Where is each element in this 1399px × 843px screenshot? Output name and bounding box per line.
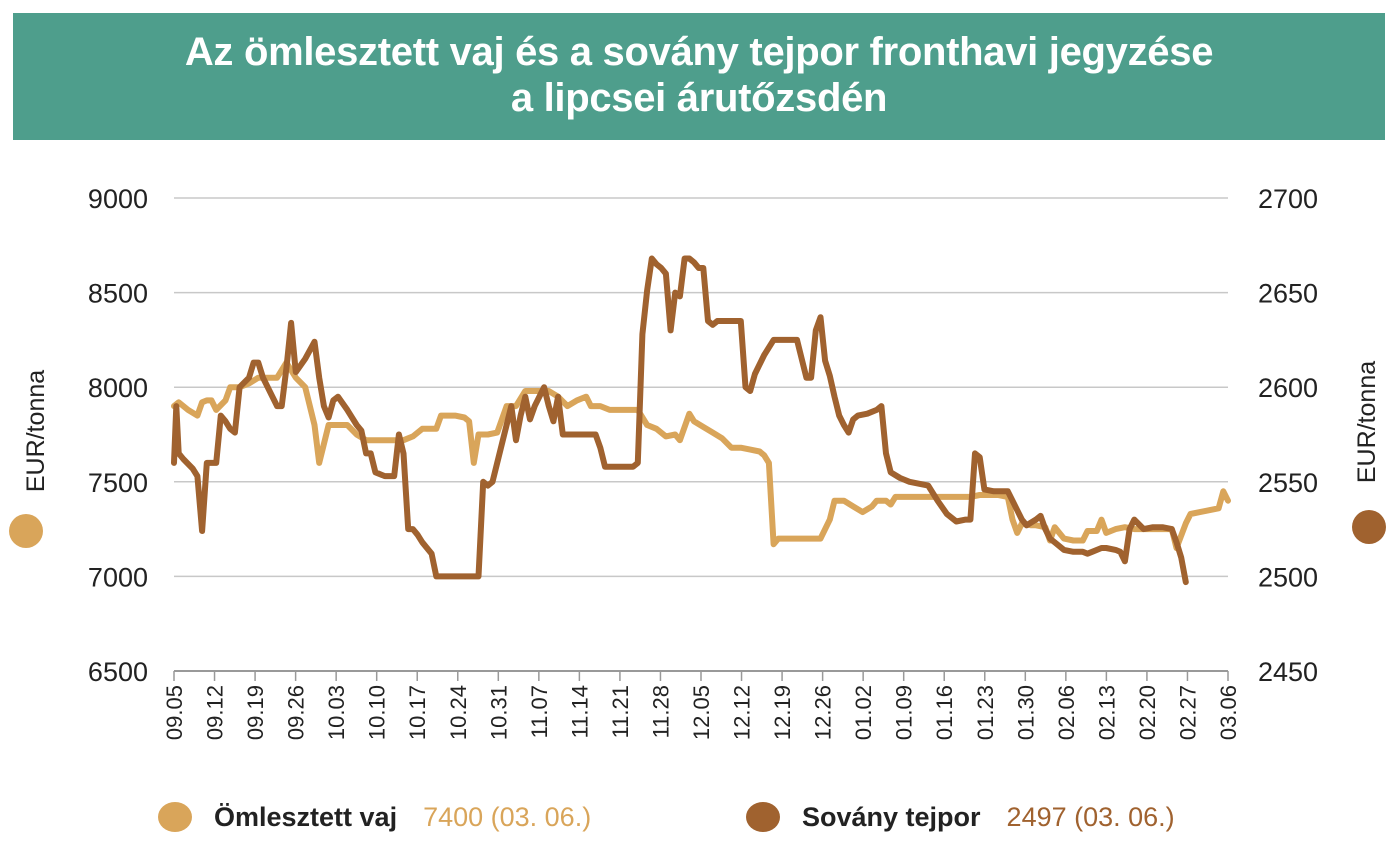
right-tick-label: 2650	[1258, 279, 1318, 309]
left-axis-label: EUR/tonna	[22, 370, 50, 492]
x-tick-label: 02.06	[1054, 685, 1079, 740]
x-tick-label: 02.27	[1175, 685, 1200, 740]
chart-title-line2: a lipcsei árutőzsdén	[510, 76, 888, 120]
x-tick-label: 01.02	[851, 685, 876, 740]
left-tick-label: 8000	[88, 373, 148, 403]
x-tick-label: 12.26	[811, 685, 836, 740]
right-tick-label: 2450	[1258, 657, 1318, 687]
x-tick-label: 11.21	[608, 685, 633, 738]
x-tick-label: 12.12	[730, 685, 755, 740]
x-tick-label: 10.10	[365, 685, 390, 740]
left-tick-label: 6500	[88, 657, 148, 687]
x-tick-label: 12.19	[770, 685, 795, 740]
legend-item-butter: Ömlesztett vaj 7400 (03. 06.)	[158, 792, 591, 842]
chart-area: 6500 7000 7500 8000 8500 9000 2450 2500 2550 260…	[9, 184, 1386, 740]
right-tick-label: 2700	[1258, 184, 1318, 214]
legend-label-milk: Sovány tejpor	[802, 801, 981, 832]
x-tick-label: 12.05	[689, 685, 714, 740]
left-axis-dot	[9, 514, 43, 548]
right-tick-label: 2550	[1258, 468, 1318, 498]
right-axis-dot	[1352, 510, 1386, 544]
x-tick-label: 01.09	[892, 685, 917, 740]
x-tick-label: 02.13	[1094, 685, 1119, 740]
x-tick-label: 11.07	[527, 685, 552, 738]
x-tick-label: 10.31	[486, 685, 511, 740]
x-tick-label: 09.05	[162, 685, 187, 740]
x-tick-label: 03.06	[1216, 685, 1241, 740]
left-tick-label: 7000	[88, 562, 148, 592]
x-tick-label: 11.28	[648, 685, 673, 738]
legend-value-butter: 7400 (03. 06.)	[423, 801, 592, 832]
x-tick-label: 10.17	[405, 685, 430, 740]
x-tick-label: 01.23	[973, 685, 998, 740]
right-axis-ticks: 2450 2500 2550 2600 2650 2700	[1258, 184, 1318, 687]
x-tick-label: 01.16	[932, 685, 957, 740]
x-tick-label: 10.03	[324, 685, 349, 740]
left-tick-label: 7500	[88, 468, 148, 498]
left-tick-label: 8500	[88, 279, 148, 309]
series-line-milk-powder	[171, 255, 1189, 586]
x-tick-label: 10.24	[446, 685, 471, 740]
x-tick-label: 11.14	[567, 685, 592, 738]
series-layer	[171, 255, 1231, 586]
grid-lines	[174, 197, 1228, 672]
legend-label-butter: Ömlesztett vaj	[214, 801, 398, 832]
right-axis-label: EUR/tonna	[1353, 361, 1381, 483]
x-tick-label: 09.12	[203, 685, 228, 740]
title-bar: Az ömlesztett vaj és a sovány tejpor fro…	[13, 13, 1385, 140]
x-tick-label: 01.30	[1013, 685, 1038, 740]
right-tick-label: 2500	[1258, 562, 1318, 592]
legend-dot-butter	[158, 802, 192, 832]
x-tick-label: 09.19	[243, 685, 268, 740]
chart-title-line1: Az ömlesztett vaj és a sovány tejpor fro…	[184, 30, 1214, 74]
legend-dot-milk	[746, 802, 780, 832]
right-tick-label: 2600	[1258, 373, 1318, 403]
axis-labels: EUR/tonna EUR/tonna	[9, 361, 1386, 548]
legend-value-milk: 2497 (03. 06.)	[1006, 801, 1175, 832]
legend: Ömlesztett vaj 7400 (03. 06.) Sovány tej…	[0, 792, 1399, 842]
series-line-butter	[171, 359, 1231, 551]
x-tick-label: 02.20	[1135, 685, 1160, 740]
x-tick-label: 09.26	[284, 685, 309, 740]
legend-item-milk: Sovány tejpor 2497 (03. 06.)	[746, 792, 1175, 842]
left-tick-label: 9000	[88, 184, 148, 214]
left-axis-ticks: 6500 7000 7500 8000 8500 9000	[88, 184, 148, 687]
x-axis: 09.05 09.12 09.19 09.26 10.03 10.10 10.17 10.24…	[162, 671, 1241, 740]
